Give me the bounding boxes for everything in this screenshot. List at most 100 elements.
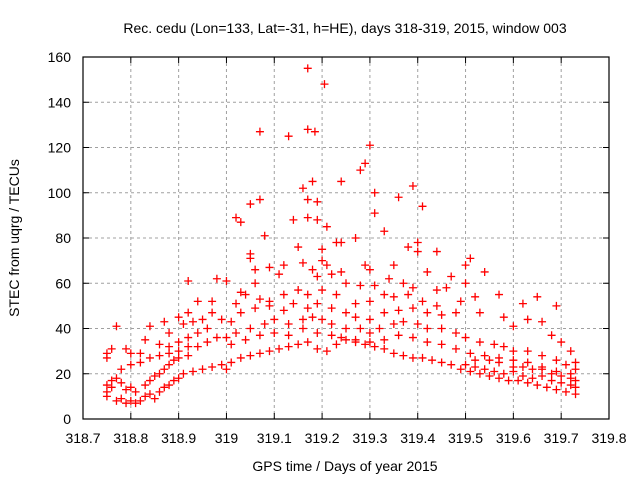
data-point — [399, 351, 408, 360]
data-point — [499, 342, 508, 351]
data-point — [370, 209, 379, 218]
data-point — [102, 387, 111, 396]
data-point — [509, 322, 518, 331]
data-point — [318, 286, 327, 295]
data-point — [310, 127, 319, 136]
data-point — [423, 267, 432, 276]
data-point — [122, 399, 131, 408]
data-point — [428, 356, 437, 365]
data-point — [408, 333, 417, 342]
data-point — [217, 360, 226, 369]
data-point — [145, 322, 154, 331]
data-point — [126, 383, 135, 392]
data-point — [313, 272, 322, 281]
data-point — [112, 374, 121, 383]
data-point — [174, 353, 183, 362]
data-point — [165, 349, 174, 358]
data-point — [169, 376, 178, 385]
data-point — [456, 365, 465, 374]
data-point — [365, 338, 374, 347]
data-point — [413, 238, 422, 247]
data-point — [471, 292, 480, 301]
data-point — [112, 322, 121, 331]
data-point — [298, 324, 307, 333]
data-point — [318, 245, 327, 254]
data-point — [523, 358, 532, 367]
data-point — [318, 315, 327, 324]
data-point — [571, 365, 580, 374]
data-point — [246, 254, 255, 263]
data-point — [155, 340, 164, 349]
data-point — [141, 392, 150, 401]
data-point — [284, 342, 293, 351]
data-point — [437, 340, 446, 349]
data-point — [117, 365, 126, 374]
data-point — [408, 353, 417, 362]
x-tick-label: 318.7 — [65, 430, 100, 446]
data-point — [303, 64, 312, 73]
data-point — [337, 177, 346, 186]
data-point — [361, 340, 370, 349]
data-point — [547, 376, 556, 385]
data-point — [518, 299, 527, 308]
data-point — [117, 378, 126, 387]
data-point — [327, 319, 336, 328]
axis-ticks — [82, 56, 610, 420]
data-point — [279, 306, 288, 315]
data-point — [552, 367, 561, 376]
data-point — [270, 329, 279, 338]
data-point — [294, 243, 303, 252]
data-point — [208, 308, 217, 317]
data-point — [303, 304, 312, 313]
data-point — [495, 374, 504, 383]
data-point — [112, 396, 121, 405]
data-point — [255, 331, 264, 340]
data-point — [485, 356, 494, 365]
data-point — [461, 261, 470, 270]
x-tick-label: 319.3 — [352, 430, 387, 446]
data-point — [538, 372, 547, 381]
data-point — [337, 267, 346, 276]
data-point — [533, 381, 542, 390]
data-point — [447, 272, 456, 281]
data-point — [399, 317, 408, 326]
data-point — [538, 365, 547, 374]
data-point — [222, 276, 231, 285]
data-point — [279, 290, 288, 299]
data-point — [475, 369, 484, 378]
data-point — [308, 313, 317, 322]
data-point — [547, 331, 556, 340]
data-point — [365, 315, 374, 324]
data-point — [342, 308, 350, 317]
x-tick-labels: 318.7 318.8 318.9 319 319.1 319.2 319.3 319.4 31… — [65, 430, 626, 446]
data-point — [318, 256, 327, 265]
data-point — [447, 360, 456, 369]
data-point — [145, 353, 154, 362]
data-point — [150, 372, 159, 381]
data-point — [298, 258, 307, 267]
data-point — [471, 356, 480, 365]
data-point — [136, 358, 145, 367]
data-point — [193, 329, 202, 338]
data-point — [313, 215, 322, 224]
data-point — [222, 333, 231, 342]
data-point — [289, 299, 298, 308]
y-tick-label: 0 — [63, 411, 71, 427]
data-point — [499, 313, 508, 322]
data-point — [275, 344, 284, 353]
data-point — [303, 338, 312, 347]
data-point — [389, 319, 398, 328]
data-point — [165, 381, 174, 390]
data-point — [418, 297, 427, 306]
data-point — [523, 378, 532, 387]
data-point — [303, 125, 312, 134]
data-point — [160, 365, 169, 374]
data-point — [251, 304, 260, 313]
data-point — [365, 297, 374, 306]
data-point — [418, 353, 427, 362]
data-point — [561, 360, 570, 369]
data-point — [337, 333, 346, 342]
data-point — [327, 304, 336, 313]
data-point — [193, 342, 202, 351]
data-point — [107, 383, 116, 392]
